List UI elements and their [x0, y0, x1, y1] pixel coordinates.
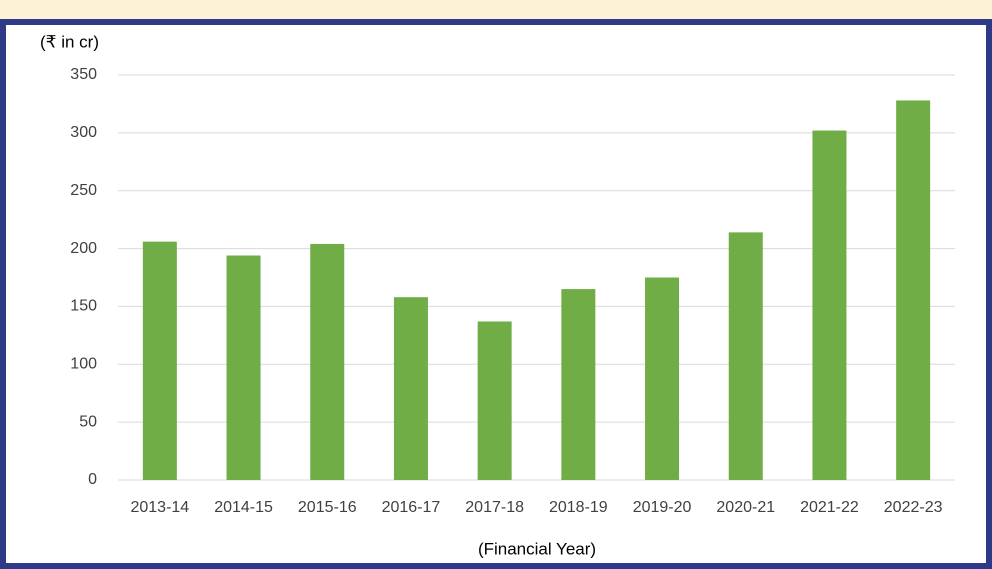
x-tick-label: 2018-19 — [549, 499, 608, 516]
unit-label: (₹ in cr) — [40, 32, 99, 51]
bar — [142, 241, 177, 480]
x-tick-label: 2021-22 — [800, 499, 859, 516]
x-tick-label: 2016-17 — [382, 499, 441, 516]
y-tick-label: 300 — [70, 124, 97, 141]
bar — [226, 255, 261, 480]
x-axis-title: (Financial Year) — [478, 539, 596, 558]
x-tick-label: 2013-14 — [130, 499, 189, 516]
y-tick-label: 200 — [70, 240, 97, 257]
y-tick-label: 0 — [88, 471, 97, 488]
bar — [310, 243, 345, 480]
bar — [728, 232, 763, 480]
bar — [812, 130, 847, 481]
y-tick-label: 150 — [70, 298, 97, 315]
bar — [645, 277, 680, 480]
y-tick-label: 100 — [70, 356, 97, 373]
y-tick-label: 50 — [79, 413, 97, 430]
x-tick-label: 2022-23 — [884, 499, 943, 516]
x-tick-label: 2019-20 — [633, 499, 692, 516]
x-tick-label: 2020-21 — [716, 499, 775, 516]
x-tick-label: 2015-16 — [298, 499, 357, 516]
bar — [896, 100, 931, 480]
bar — [477, 321, 512, 480]
bar — [561, 289, 596, 480]
bar — [393, 297, 428, 480]
y-tick-label: 250 — [70, 182, 97, 199]
x-tick-label: 2014-15 — [214, 499, 273, 516]
y-tick-label: 350 — [70, 66, 97, 83]
x-tick-label: 2017-18 — [465, 499, 524, 516]
